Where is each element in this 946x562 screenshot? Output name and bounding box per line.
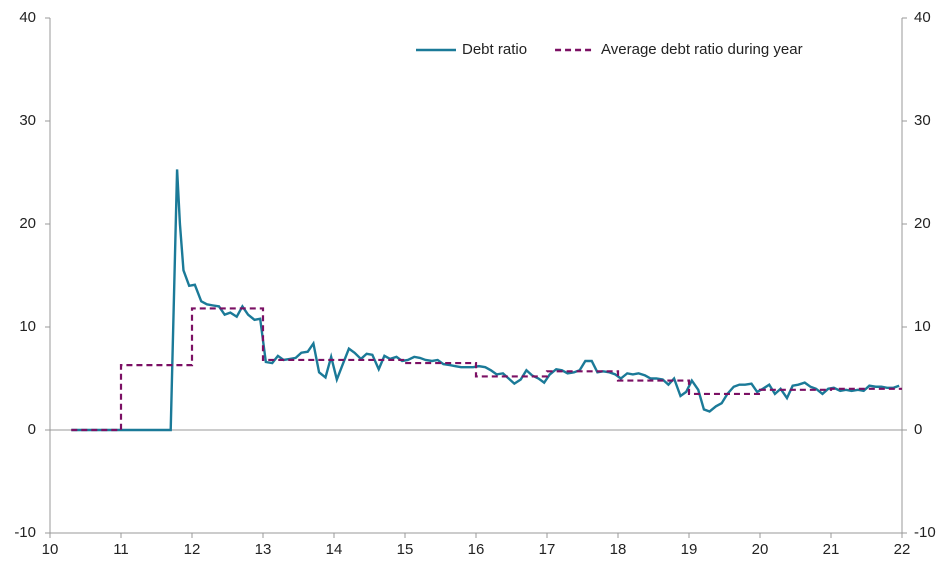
data-line bbox=[71, 307, 902, 432]
x-tick-label: 20 bbox=[752, 541, 769, 558]
y-tick-label: 20 bbox=[19, 215, 36, 232]
x-tick-label: 19 bbox=[681, 541, 698, 558]
legend-label: Debt ratio bbox=[462, 41, 527, 58]
y2-tick-label: 40 bbox=[914, 9, 931, 26]
x-tick-label: 15 bbox=[397, 541, 414, 558]
y2-tick-label: 10 bbox=[914, 318, 931, 335]
y-tick-label: 40 bbox=[19, 9, 36, 26]
x-tick-label: 16 bbox=[468, 541, 485, 558]
y-tick-label: -10 bbox=[14, 524, 36, 541]
y2-tick-label: 0 bbox=[914, 421, 922, 438]
legend-label: Average debt ratio during year bbox=[601, 41, 803, 58]
x-tick-label: 18 bbox=[610, 541, 627, 558]
x-tick-label: 10 bbox=[42, 541, 59, 558]
x-tick-label: 14 bbox=[326, 541, 343, 558]
y-tick-label: 0 bbox=[28, 421, 36, 438]
y2-tick-label: 20 bbox=[914, 215, 931, 232]
y-tick-label: 30 bbox=[19, 112, 36, 129]
x-tick-label: 21 bbox=[823, 541, 840, 558]
x-tick-label: 11 bbox=[113, 541, 129, 558]
y-tick-label: 10 bbox=[19, 318, 36, 335]
x-tick-label: 17 bbox=[539, 541, 556, 558]
x-tick-label: 22 bbox=[894, 541, 911, 558]
x-tick-label: 13 bbox=[255, 541, 272, 558]
y2-tick-label: -10 bbox=[914, 524, 936, 541]
x-tick-label: 12 bbox=[184, 541, 201, 558]
y2-tick-label: 30 bbox=[914, 112, 931, 129]
